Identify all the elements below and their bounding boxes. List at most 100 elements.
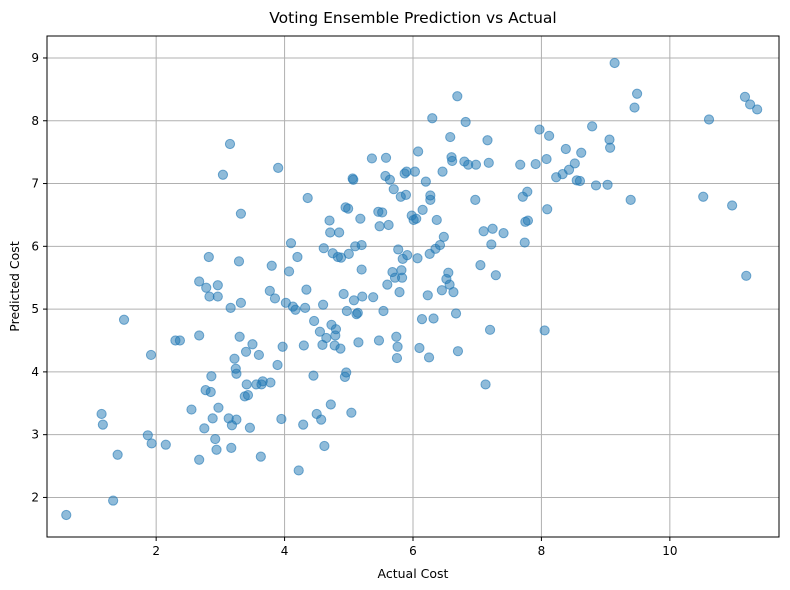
x-tick-label: 10 (662, 544, 677, 558)
y-tick-label: 4 (31, 365, 39, 379)
data-point (625, 194, 636, 205)
data-point (590, 180, 602, 191)
data-point (498, 228, 509, 239)
data-point (383, 219, 394, 231)
data-point (108, 495, 119, 506)
data-point (285, 238, 297, 249)
data-point (301, 284, 312, 295)
data-point (283, 266, 295, 277)
data-point (325, 399, 336, 410)
data-point (207, 413, 218, 424)
data-point (97, 419, 108, 430)
data-point (428, 313, 439, 324)
data-point (319, 440, 330, 452)
data-point (423, 352, 435, 363)
data-point (298, 340, 309, 351)
data-point (420, 176, 431, 187)
data-point (160, 439, 171, 450)
data-point (318, 243, 329, 254)
data-point (400, 189, 412, 200)
data-point (309, 315, 320, 327)
data-point (629, 102, 640, 113)
data-point (391, 331, 402, 342)
data-point (437, 166, 448, 177)
data-point (273, 162, 284, 173)
data-point (298, 419, 309, 430)
data-point (427, 113, 438, 124)
data-point (338, 288, 349, 300)
data-point (341, 367, 352, 378)
data-point (377, 207, 388, 218)
data-point (241, 379, 252, 390)
data-point (352, 307, 363, 318)
chart-title: Voting Ensemble Prediction vs Actual (269, 9, 556, 27)
data-point (217, 169, 229, 180)
data-point (277, 341, 288, 352)
data-point (438, 231, 449, 243)
data-point (522, 186, 533, 197)
data-point (211, 444, 222, 455)
data-point (445, 131, 456, 143)
data-point (409, 166, 421, 177)
data-point (324, 215, 335, 226)
data-point (542, 204, 553, 215)
data-point (308, 370, 319, 381)
data-point (378, 305, 389, 317)
data-point (112, 449, 123, 460)
data-point (515, 159, 526, 170)
data-point (739, 91, 751, 102)
data-point (450, 308, 462, 319)
data-point (574, 175, 586, 187)
data-point (253, 349, 264, 361)
data-point (174, 335, 186, 346)
data-point (300, 302, 311, 313)
data-point (224, 138, 236, 150)
data-point (212, 280, 223, 291)
data-point (416, 314, 428, 325)
data-point (357, 291, 368, 302)
data-point (353, 337, 364, 348)
data-point (210, 433, 221, 445)
data-point (231, 414, 242, 425)
data-point (475, 260, 486, 271)
grid (47, 36, 779, 537)
data-point (269, 293, 281, 304)
data-point (330, 324, 342, 335)
y-tick-label: 8 (31, 114, 39, 128)
data-point (118, 314, 130, 325)
data-point (703, 114, 715, 125)
data-point (443, 267, 454, 278)
data-point (460, 116, 471, 128)
y-tick-label: 2 (31, 490, 39, 504)
data-point (272, 359, 283, 371)
data-point (487, 223, 498, 234)
data-point (316, 414, 327, 425)
data-point (447, 155, 458, 167)
data-point (727, 200, 738, 211)
data-point (569, 158, 580, 169)
data-point (321, 332, 332, 344)
data-point (483, 157, 494, 168)
data-point (145, 349, 157, 361)
data-point (563, 164, 575, 175)
data-point (373, 335, 385, 346)
y-tick-label: 6 (31, 239, 39, 253)
data-point (186, 404, 197, 415)
data-point (560, 143, 571, 155)
data-point (213, 402, 224, 413)
data-point (382, 279, 393, 290)
data-point (401, 166, 412, 177)
data-point (576, 147, 587, 158)
data-point (201, 282, 212, 293)
data-point (229, 353, 240, 364)
x-tick-label: 6 (409, 544, 417, 558)
data-point (346, 407, 357, 418)
data-point (194, 330, 205, 341)
data-point (233, 256, 245, 267)
data-point (522, 215, 534, 226)
data-point (341, 305, 352, 317)
data-point (356, 264, 367, 275)
data-point (146, 438, 157, 449)
y-tick-label: 7 (31, 177, 39, 191)
data-point (206, 371, 217, 382)
